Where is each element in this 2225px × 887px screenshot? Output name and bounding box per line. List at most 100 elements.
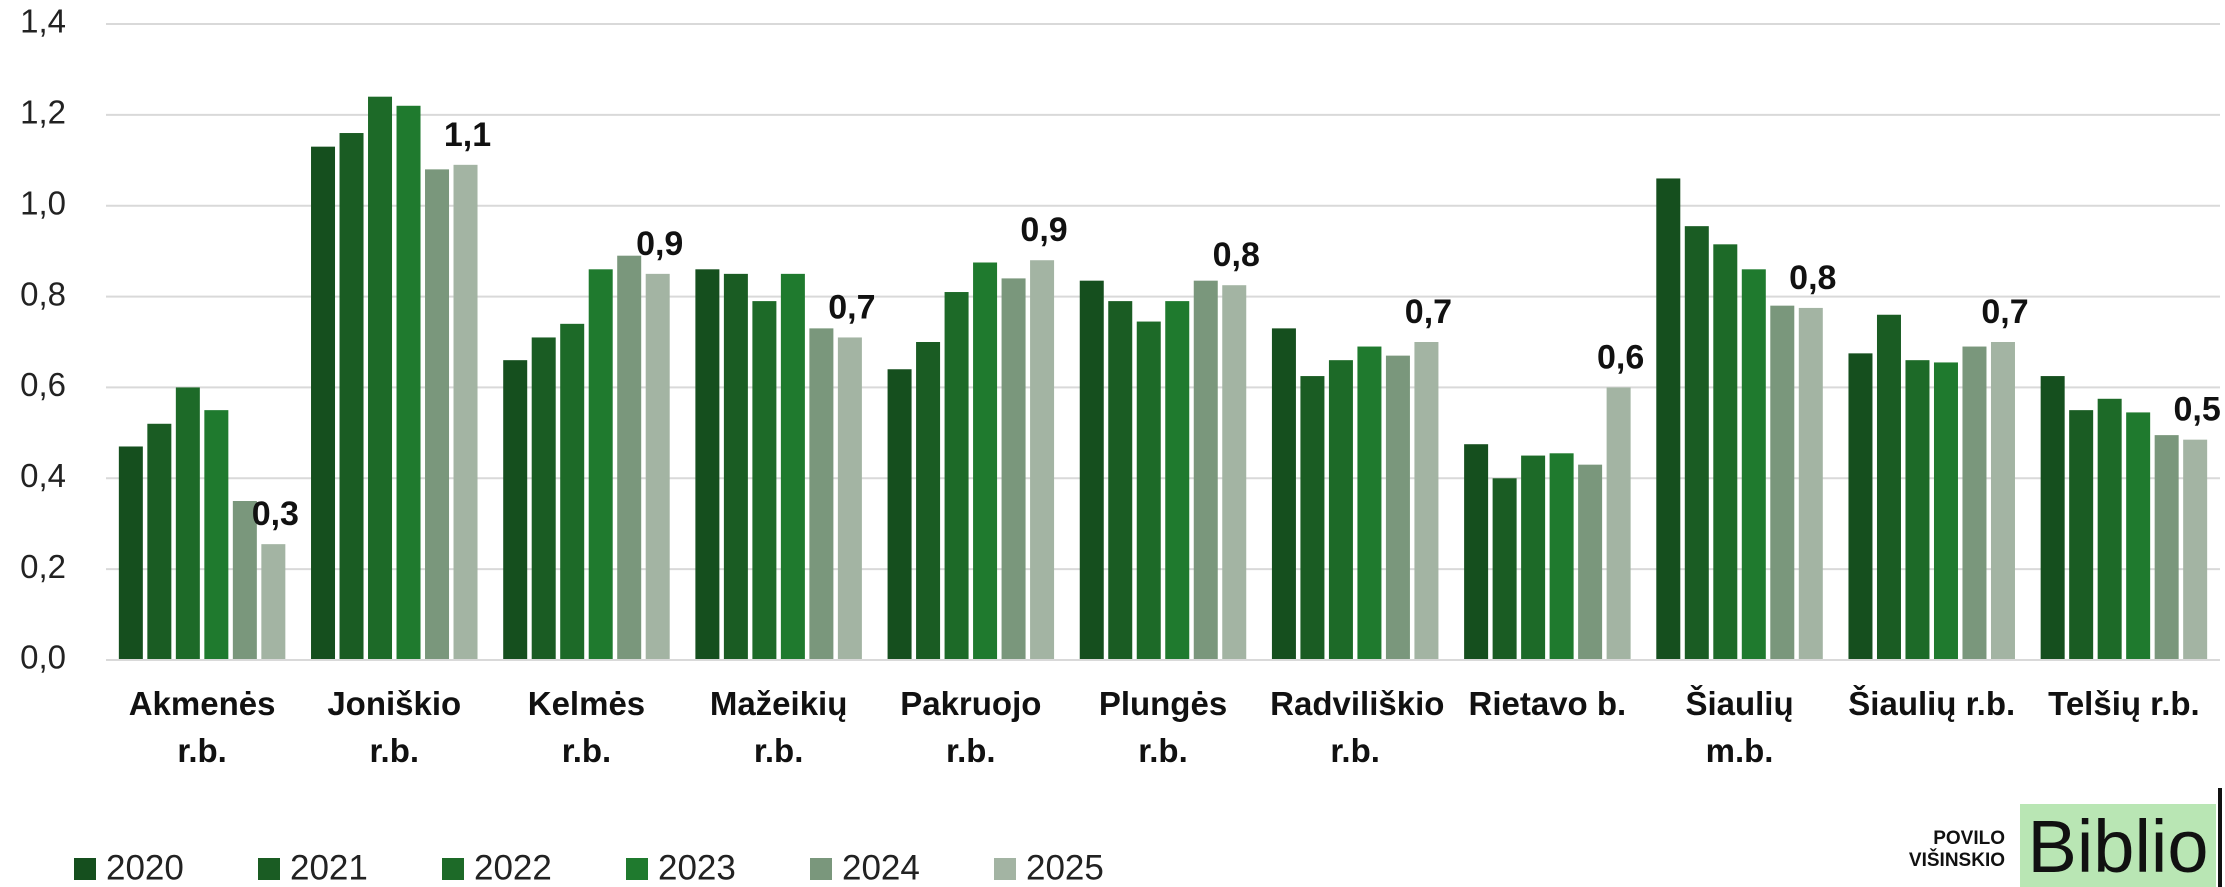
data-label: 0,8: [1789, 259, 1836, 297]
bar: [2097, 398, 2122, 660]
bar: [453, 164, 478, 661]
bar: [560, 323, 585, 660]
bar: [752, 301, 777, 660]
bar: [887, 369, 912, 660]
legend-swatch: [994, 858, 1016, 880]
data-label: 0,5: [2174, 391, 2221, 429]
bar: [1990, 342, 2015, 660]
logo-text: POVILO: [1933, 828, 2005, 849]
x-tick-label: Rietavo b.: [1468, 685, 1627, 722]
bar: [1222, 285, 1247, 660]
bar: [723, 273, 748, 660]
bar: [1079, 280, 1104, 660]
bar: [2183, 439, 2208, 660]
bar: [973, 262, 998, 660]
x-tick-label: Mažeikių r.b.: [709, 685, 848, 769]
x-tick-label: Radviliškio r.b.: [1270, 685, 1445, 769]
bar: [531, 337, 556, 660]
legend-label: 2024: [842, 848, 920, 887]
x-tick-label: Kelmės r.b.: [527, 685, 646, 769]
bar: [1905, 360, 1930, 660]
bar: [232, 501, 257, 660]
bar: [339, 133, 364, 660]
bar: [368, 96, 393, 660]
legend-label: 2021: [290, 848, 368, 887]
data-label: 0,7: [1405, 293, 1452, 331]
bar: [147, 423, 172, 660]
y-tick-label: 0,6: [20, 366, 66, 403]
bar: [1357, 346, 1382, 660]
bar: [1770, 305, 1795, 660]
bar: [1606, 387, 1631, 660]
bar: [1684, 226, 1709, 660]
bar: [311, 146, 336, 660]
bar: [1549, 453, 1574, 660]
y-tick-label: 1,0: [20, 184, 66, 221]
bar: [1741, 269, 1766, 660]
bar: [1848, 353, 1873, 660]
bar: [1385, 355, 1410, 660]
bar: [588, 269, 613, 660]
data-label: 0,8: [1213, 236, 1260, 274]
bar: [1492, 478, 1517, 660]
bar: [2040, 376, 2065, 660]
y-tick-label: 0,4: [20, 457, 66, 494]
bar: [1521, 455, 1546, 660]
bar: [503, 360, 528, 660]
legend-swatch: [810, 858, 832, 880]
legend-label: 2023: [658, 848, 736, 887]
legend-label: 2022: [474, 848, 552, 887]
bar: [1876, 314, 1901, 660]
bar: [118, 446, 143, 660]
bar: [1713, 244, 1738, 661]
data-label: 0,6: [1597, 338, 1644, 376]
bar: [175, 387, 200, 660]
bar: [1300, 376, 1325, 660]
bar: [617, 255, 642, 660]
logo-brand: Biblio: [2020, 804, 2216, 887]
bar: [2069, 410, 2094, 660]
bar: [2154, 435, 2179, 660]
legend-swatch: [442, 858, 464, 880]
bar: [1798, 307, 1823, 660]
bar: [1464, 444, 1489, 660]
bar: [1656, 178, 1681, 660]
y-tick-label: 0,8: [20, 275, 66, 312]
legend-label: 2025: [1026, 848, 1104, 887]
logo-text: VIŠINSKIO: [1908, 850, 2005, 871]
bar: [1271, 328, 1296, 660]
bar: [916, 342, 941, 660]
data-label: 0,7: [828, 288, 875, 326]
bar: [695, 269, 720, 660]
data-label: 1,1: [444, 116, 491, 154]
bar: [261, 544, 286, 660]
bar: [645, 273, 670, 660]
bar: [1962, 346, 1987, 660]
logo-bar: [2218, 788, 2222, 887]
x-tick-label: Šiaulių r.b.: [1848, 685, 2016, 722]
bar: [1165, 301, 1190, 660]
bar: [1001, 278, 1026, 660]
legend-label: 2020: [106, 848, 184, 887]
bar: [1108, 301, 1133, 660]
bar: [1030, 260, 1055, 660]
legend-swatch: [258, 858, 280, 880]
data-label: 0,7: [1981, 293, 2028, 331]
bar: [1193, 280, 1218, 660]
x-tick-label: Šiaulių m.b.: [1685, 685, 1794, 769]
x-tick-label: Akmenės r.b.: [128, 685, 276, 769]
data-label: 0,9: [636, 225, 683, 263]
bar: [1136, 321, 1161, 660]
bar: [944, 292, 969, 660]
bar: [1578, 464, 1603, 660]
bar: [425, 169, 450, 660]
x-tick-label: Plungės r.b.: [1098, 685, 1228, 769]
legend-swatch: [626, 858, 648, 880]
legend-swatch: [74, 858, 96, 880]
bar: [837, 337, 862, 660]
x-tick-label: Pakruojo r.b.: [900, 685, 1042, 769]
y-tick-label: 0,2: [20, 548, 66, 585]
bar: [1328, 360, 1353, 660]
